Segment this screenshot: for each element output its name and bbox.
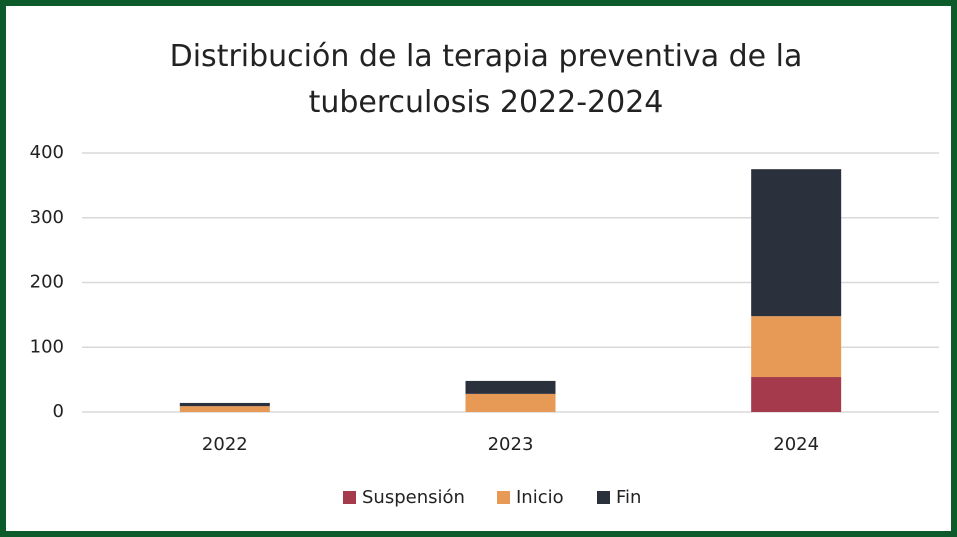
legend-label: Fin — [616, 487, 641, 508]
y-tick-label: 300 — [30, 207, 64, 228]
bar-segment — [465, 380, 556, 394]
y-tick-label: 100 — [30, 336, 64, 357]
y-tick-label: 200 — [30, 272, 64, 293]
chart: 0 100 200 300 400 2022 2023 2024 Suspensión Inici… — [30, 142, 939, 508]
legend-swatch — [597, 491, 610, 504]
x-tick-label: 2024 — [773, 434, 819, 455]
legend-swatch — [497, 491, 510, 504]
legend-swatch — [343, 491, 356, 504]
y-tick-label: 400 — [30, 142, 64, 163]
bar-segment — [751, 316, 842, 378]
x-tick-label: 2023 — [488, 434, 534, 455]
y-tick-label: 0 — [53, 401, 64, 422]
bar-segment — [179, 406, 270, 412]
bar-segment — [179, 402, 270, 407]
bar-segment — [465, 393, 556, 412]
legend-label: Suspensión — [362, 487, 465, 508]
legend-label: Inicio — [516, 487, 564, 508]
chart-title: Distribución de la terapia preventiva de… — [169, 39, 803, 120]
x-tick-label: 2022 — [202, 434, 248, 455]
bar-segment — [751, 377, 842, 412]
bar-segment — [751, 169, 842, 317]
